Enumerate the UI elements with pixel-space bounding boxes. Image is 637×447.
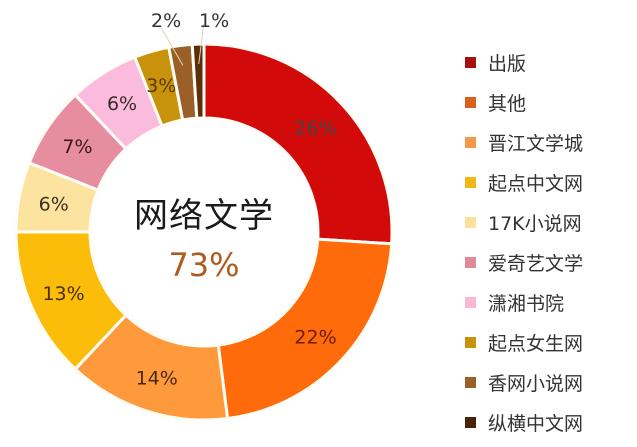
- slice-label: 6%: [39, 193, 69, 215]
- legend: 出版 其他 晋江文学城 起点中文网 17K小说网 爱奇艺文学 潇湘书院 起点女生…: [465, 42, 583, 442]
- legend-swatch-icon: [465, 296, 476, 308]
- legend-item[interactable]: 起点女生网: [465, 322, 583, 362]
- legend-swatch-icon: [465, 336, 476, 348]
- legend-label: 出版: [488, 52, 527, 75]
- leader-line: [198, 23, 205, 65]
- slice-其他[interactable]: [216, 237, 394, 421]
- label-2-percent: 2%: [151, 10, 182, 32]
- legend-swatch-icon: [465, 96, 476, 108]
- legend-item[interactable]: 出版: [465, 42, 583, 82]
- legend-label: 爱奇艺文学: [488, 252, 584, 275]
- legend-swatch-icon: [465, 176, 476, 188]
- legend-item[interactable]: 爱奇艺文学: [465, 242, 583, 282]
- legend-swatch-icon: [465, 376, 476, 388]
- slice-label: 13%: [42, 283, 84, 305]
- slice-label: 3%: [146, 75, 176, 97]
- legend-item[interactable]: 17K小说网: [465, 202, 583, 242]
- legend-swatch-icon: [465, 256, 476, 268]
- slice-label: 6%: [107, 93, 137, 115]
- legend-label: 潇湘书院: [488, 292, 565, 315]
- donut-chart: 26% 22% 14% 13% 6% 7% 6% 3%: [14, 23, 394, 422]
- legend-swatch-icon: [465, 136, 476, 148]
- center-value: 73%: [168, 246, 240, 284]
- legend-label: 起点中文网: [488, 172, 584, 195]
- legend-item[interactable]: 纵横中文网: [465, 402, 583, 442]
- legend-swatch-icon: [465, 416, 476, 428]
- legend-label: 纵横中文网: [488, 412, 584, 435]
- slice-label: 26%: [294, 117, 336, 139]
- center-title: 网络文学: [134, 196, 274, 236]
- leader-line: [161, 28, 184, 66]
- legend-item[interactable]: 香网小说网: [465, 362, 583, 402]
- legend-label: 17K小说网: [488, 212, 582, 235]
- slice-label: 22%: [294, 327, 336, 349]
- legend-label: 香网小说网: [488, 372, 584, 395]
- slice-label: 14%: [136, 368, 178, 390]
- slice-出版[interactable]: [202, 42, 394, 246]
- legend-item[interactable]: 潇湘书院: [465, 282, 583, 322]
- slice-label: 7%: [62, 136, 92, 158]
- legend-item[interactable]: 其他: [465, 82, 583, 122]
- legend-label: 其他: [488, 92, 527, 115]
- label-1-percent: 1%: [199, 10, 230, 32]
- legend-label: 晋江文学城: [488, 132, 584, 155]
- legend-swatch-icon: [465, 216, 476, 228]
- slice-纵横中文网[interactable]: [190, 42, 206, 120]
- legend-label: 起点女生网: [488, 332, 584, 355]
- legend-item[interactable]: 起点中文网: [465, 162, 583, 202]
- legend-swatch-icon: [465, 56, 476, 68]
- legend-item[interactable]: 晋江文学城: [465, 122, 583, 162]
